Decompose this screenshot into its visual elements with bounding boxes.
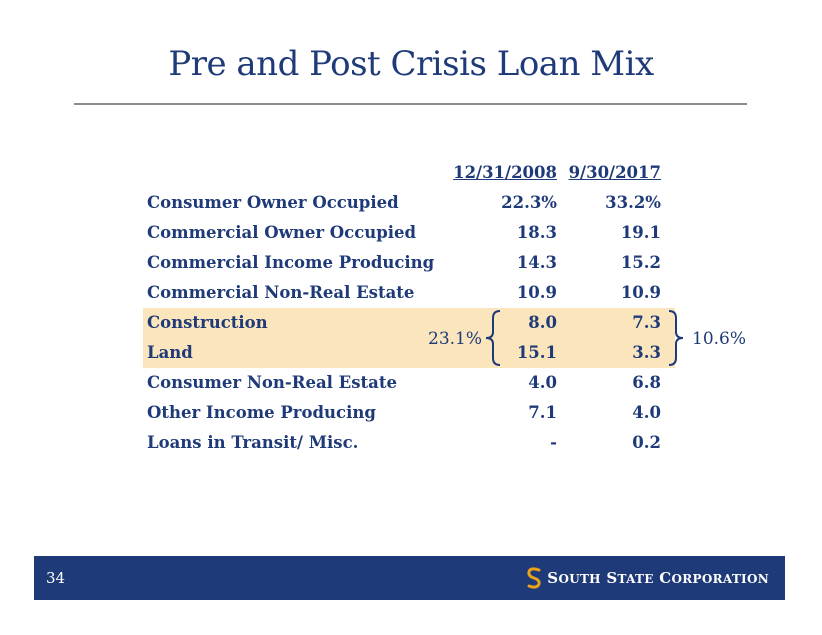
row-value-2008: 8.0 — [528, 313, 557, 332]
row-value-2017: 0.2 — [632, 433, 661, 452]
column-header-2017: 9/30/2017 — [568, 163, 661, 182]
row-label: Construction — [147, 313, 268, 332]
row-value-2008: 18.3 — [516, 223, 557, 242]
row-value-2017: 15.2 — [620, 253, 661, 272]
row-label: Commercial Owner Occupied — [147, 223, 417, 242]
slide-title: Pre and Post Crisis Loan Mix — [168, 44, 654, 84]
row-value-2017: 10.9 — [620, 283, 661, 302]
left-brace-icon — [485, 310, 501, 366]
left-brace-total: 23.1% — [428, 329, 483, 349]
row-label: Commercial Income Producing — [147, 253, 435, 272]
row-label: Land — [147, 343, 193, 362]
row-value-2017: 33.2% — [605, 193, 661, 212]
row-value-2008: 7.1 — [528, 403, 557, 422]
row-value-2008: 14.3 — [516, 253, 557, 272]
right-brace-icon — [668, 310, 684, 366]
row-value-2008: 22.3% — [501, 193, 557, 212]
row-value-2017: 3.3 — [632, 343, 661, 362]
column-header-2008: 12/31/2008 — [453, 163, 557, 182]
company-logo: SOUTH STATE CORPORATION — [527, 565, 769, 591]
row-value-2008: 4.0 — [528, 373, 557, 392]
row-label: Loans in Transit/ Misc. — [147, 433, 359, 452]
construction-land-highlight — [143, 308, 675, 368]
row-label: Consumer Non-Real Estate — [147, 373, 397, 392]
page-number: 34 — [46, 569, 66, 587]
footer-bar: 34 SOUTH STATE CORPORATION — [34, 556, 785, 600]
logo-wordmark: SOUTH STATE CORPORATION — [547, 569, 769, 587]
row-value-2008: 10.9 — [516, 283, 557, 302]
row-value-2017: 7.3 — [632, 313, 661, 332]
row-value-2017: 4.0 — [632, 403, 661, 422]
title-divider — [74, 103, 747, 105]
row-value-2017: 19.1 — [620, 223, 661, 242]
row-label: Commercial Non-Real Estate — [147, 283, 415, 302]
right-brace-total: 10.6% — [692, 329, 747, 349]
row-value-2008: - — [550, 433, 557, 452]
s-logo-icon — [527, 567, 541, 589]
row-label: Other Income Producing — [147, 403, 376, 422]
row-value-2017: 6.8 — [632, 373, 661, 392]
row-label: Consumer Owner Occupied — [147, 193, 399, 212]
row-value-2008: 15.1 — [516, 343, 557, 362]
